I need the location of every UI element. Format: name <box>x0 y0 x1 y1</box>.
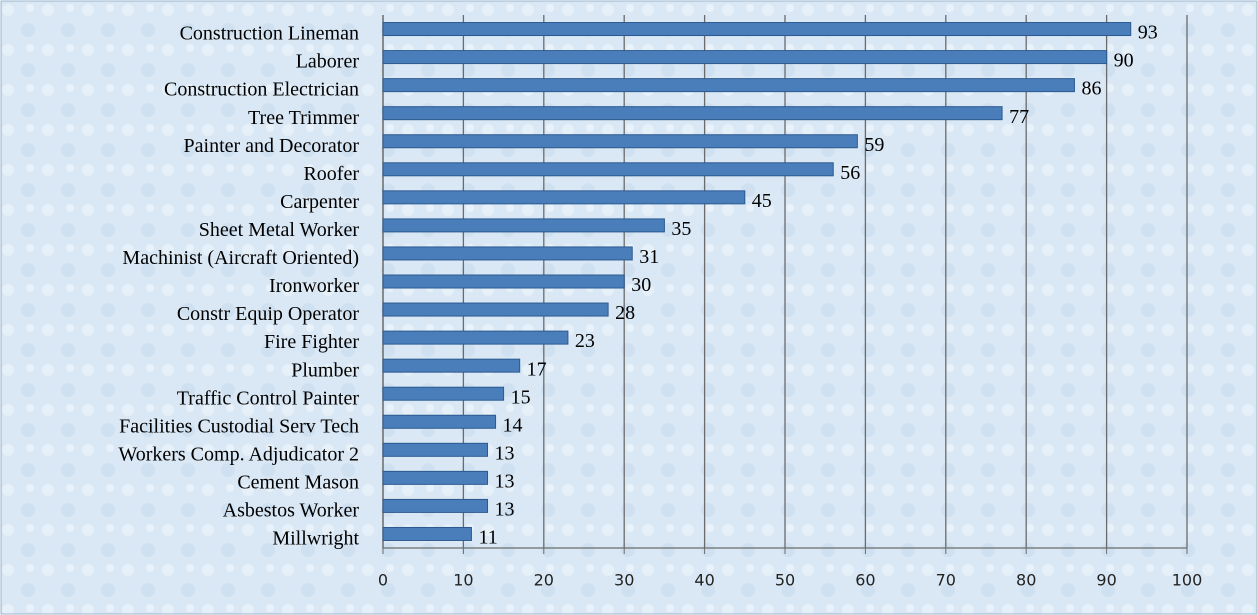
y-tick-label: Millwright <box>272 528 359 550</box>
y-tick-label: Workers Comp. Adjudicator 2 <box>118 443 359 465</box>
data-label: 11 <box>478 527 497 549</box>
bar <box>382 162 834 177</box>
x-tick-label: 100 <box>1172 571 1203 590</box>
bar <box>382 78 1075 93</box>
data-label: 45 <box>752 190 772 212</box>
bar <box>382 50 1108 65</box>
bar <box>382 274 625 289</box>
x-tick-label: 20 <box>534 571 554 590</box>
x-tick-label: 10 <box>453 571 473 590</box>
data-label: 14 <box>503 414 523 436</box>
bar <box>382 330 569 345</box>
y-tick-label: Traffic Control Painter <box>177 387 360 409</box>
data-label: 17 <box>527 358 547 380</box>
bar <box>382 498 489 513</box>
bar <box>382 246 633 261</box>
data-label: 28 <box>615 302 635 324</box>
x-tick-label: 40 <box>694 571 714 590</box>
bar <box>382 134 858 149</box>
y-tick-label: Tree Trimmer <box>248 107 359 129</box>
y-tick-label: Construction Lineman <box>180 23 359 45</box>
data-label: 90 <box>1114 50 1134 72</box>
data-label: 77 <box>1009 106 1029 128</box>
x-tick-label: 70 <box>936 571 956 590</box>
bar <box>382 22 1132 37</box>
y-tick-label: Cement Mason <box>237 471 359 493</box>
y-tick-label: Fire Fighter <box>264 331 359 353</box>
x-tick-label: 80 <box>1016 571 1036 590</box>
y-tick-label: Laborer <box>296 51 360 73</box>
y-tick-label: Construction Electrician <box>164 79 359 101</box>
x-tick-label: 0 <box>378 571 388 590</box>
bar <box>382 302 609 317</box>
y-tick-label: Plumber <box>291 359 359 381</box>
y-tick-label: Facilities Custodial Serv Tech <box>119 415 359 437</box>
bar <box>382 106 1003 121</box>
y-tick-label: Sheet Metal Worker <box>199 219 360 241</box>
data-label: 23 <box>575 330 595 352</box>
y-tick-label: Painter and Decorator <box>184 135 360 157</box>
y-tick-label: Machinist (Aircraft Oriented) <box>122 247 359 269</box>
data-label: 13 <box>495 442 515 464</box>
x-tick-label: 50 <box>775 571 795 590</box>
data-label: 13 <box>495 499 515 521</box>
data-label: 59 <box>864 134 884 156</box>
y-tick-label: Ironworker <box>269 275 359 297</box>
data-label: 15 <box>511 386 531 408</box>
y-tick-label: Roofer <box>303 163 359 185</box>
data-label: 86 <box>1081 78 1101 100</box>
bar <box>382 190 746 205</box>
data-label: 93 <box>1138 22 1158 44</box>
bar <box>382 414 497 429</box>
data-label: 35 <box>671 218 691 240</box>
y-tick-label: Constr Equip Operator <box>177 303 360 325</box>
y-tick-label: Carpenter <box>280 191 359 213</box>
data-label: 31 <box>639 246 659 268</box>
x-tick-label: 60 <box>855 571 875 590</box>
y-tick-label: Asbestos Worker <box>223 500 360 522</box>
bar <box>382 442 489 457</box>
x-tick-label: 30 <box>614 571 634 590</box>
bar <box>382 470 489 485</box>
bar <box>382 526 472 541</box>
data-label: 56 <box>840 162 860 184</box>
data-label: 30 <box>631 274 651 296</box>
bar <box>382 218 665 233</box>
data-label: 13 <box>495 470 515 492</box>
bar <box>382 386 505 401</box>
bar <box>382 358 521 373</box>
x-tick-label: 90 <box>1096 571 1116 590</box>
